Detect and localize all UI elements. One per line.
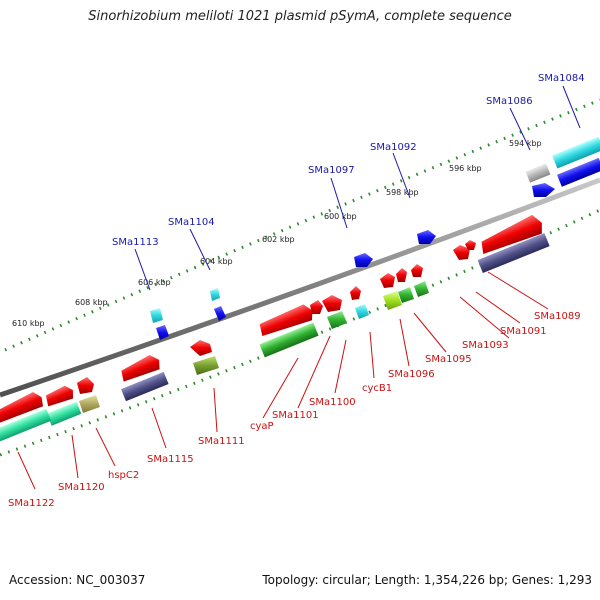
- gene-red-small-1[interactable]: [453, 245, 470, 260]
- gene-red-long-2[interactable]: [257, 302, 316, 340]
- label-SMa1093[interactable]: SMa1093: [462, 340, 509, 351]
- gene-red-small-6[interactable]: [350, 286, 361, 300]
- gene-red-small-7[interactable]: [322, 295, 342, 312]
- gene-blue-long[interactable]: [556, 157, 600, 187]
- gene-blue-arrow-3[interactable]: [354, 253, 373, 267]
- gene-blue-small-2[interactable]: [156, 325, 169, 340]
- label-SMa1091[interactable]: SMa1091: [500, 326, 547, 337]
- gene-blue-arrow-2[interactable]: [417, 230, 436, 244]
- map-title: Sinorhizobium meliloti 1021 plasmid pSym…: [88, 9, 512, 24]
- gene-red-long-5[interactable]: [0, 390, 45, 424]
- label-cyaP[interactable]: cyaP: [250, 421, 274, 432]
- label-SMa1095[interactable]: SMa1095: [425, 354, 472, 365]
- gene-red-small-9[interactable]: [190, 340, 212, 356]
- forward-gene-labels: SMa1084 SMa1086 SMa1092 SMa1097 SMa1104 …: [112, 73, 585, 248]
- tick-604: 604 kbp: [200, 257, 233, 266]
- forward-strand-genes: [150, 136, 600, 340]
- label-SMa1104[interactable]: SMa1104: [168, 217, 215, 228]
- label-SMa1086[interactable]: SMa1086: [486, 96, 533, 107]
- gene-mint-2[interactable]: [0, 408, 52, 442]
- gene-navy-1[interactable]: [477, 233, 550, 274]
- tick-608: 608 kbp: [75, 298, 108, 307]
- gene-red-small-5[interactable]: [380, 273, 395, 288]
- gene-red-small-4[interactable]: [396, 268, 407, 282]
- label-SMa1115[interactable]: SMa1115: [147, 454, 194, 465]
- gene-cyan-small-3[interactable]: [355, 304, 369, 319]
- gene-lime[interactable]: [383, 291, 402, 310]
- gene-red-small-2[interactable]: [465, 240, 476, 250]
- gene-green-small-2[interactable]: [398, 287, 414, 303]
- leader-lines: [17, 85, 581, 490]
- tick-606: 606 kbp: [138, 278, 171, 287]
- label-SMa1111[interactable]: SMa1111: [198, 436, 245, 447]
- gene-red-small-8[interactable]: [310, 300, 323, 314]
- label-SMa1084[interactable]: SMa1084: [538, 73, 585, 84]
- gene-khaki[interactable]: [79, 395, 100, 413]
- label-cycB1[interactable]: cycB1: [362, 383, 392, 394]
- label-SMa1101[interactable]: SMa1101: [272, 410, 319, 421]
- tick-600: 600 kbp: [324, 212, 357, 221]
- tick-594: 594 kbp: [509, 139, 542, 148]
- label-SMa1113[interactable]: SMa1113: [112, 237, 159, 248]
- gene-blue-arrow-1[interactable]: [532, 183, 555, 197]
- gene-red-long-4[interactable]: [43, 384, 76, 409]
- tick-598: 598 kbp: [386, 188, 419, 197]
- label-SMa1089[interactable]: SMa1089: [534, 311, 581, 322]
- gene-blue-small-1[interactable]: [214, 306, 226, 321]
- label-SMa1100[interactable]: SMa1100: [309, 397, 356, 408]
- gene-green-small-1[interactable]: [414, 281, 429, 297]
- gene-olive[interactable]: [193, 356, 219, 375]
- gene-red-long-1[interactable]: [477, 213, 546, 257]
- label-SMa1122[interactable]: SMa1122: [8, 498, 55, 509]
- label-hspC2[interactable]: hspC2: [108, 470, 139, 481]
- tick-610: 610 kbp: [12, 319, 45, 328]
- tick-602: 602 kbp: [262, 235, 295, 244]
- accession-text: Accession: NC_003037: [9, 573, 146, 587]
- reverse-gene-labels: SMa1089 SMa1091 SMa1093 SMa1095 SMa1096 …: [8, 311, 581, 509]
- gene-red-long-3[interactable]: [118, 352, 162, 383]
- gene-mint-1[interactable]: [46, 401, 82, 426]
- gene-red-small-3[interactable]: [411, 264, 423, 277]
- gene-cyan-small-1[interactable]: [210, 288, 220, 301]
- label-SMa1096[interactable]: SMa1096: [388, 369, 435, 380]
- gene-cyan-long[interactable]: [552, 136, 600, 169]
- gene-gray[interactable]: [525, 163, 551, 183]
- plasmid-backbone: [0, 177, 600, 398]
- gene-green-small-3[interactable]: [327, 311, 347, 329]
- label-SMa1092[interactable]: SMa1092: [370, 142, 417, 153]
- gene-navy-2[interactable]: [121, 371, 169, 402]
- gene-green-long[interactable]: [259, 322, 319, 358]
- tick-596: 596 kbp: [449, 164, 482, 173]
- gene-red-small-10[interactable]: [77, 377, 94, 394]
- label-SMa1120[interactable]: SMa1120: [58, 482, 105, 493]
- label-SMa1097[interactable]: SMa1097: [308, 165, 355, 176]
- topology-summary: Topology: circular; Length: 1,354,226 bp…: [262, 573, 592, 587]
- reverse-strand-genes: [0, 213, 550, 442]
- gene-cyan-small-2[interactable]: [150, 308, 163, 323]
- kbp-tick-labels: 594 kbp 596 kbp 598 kbp 600 kbp 602 kbp …: [12, 139, 542, 328]
